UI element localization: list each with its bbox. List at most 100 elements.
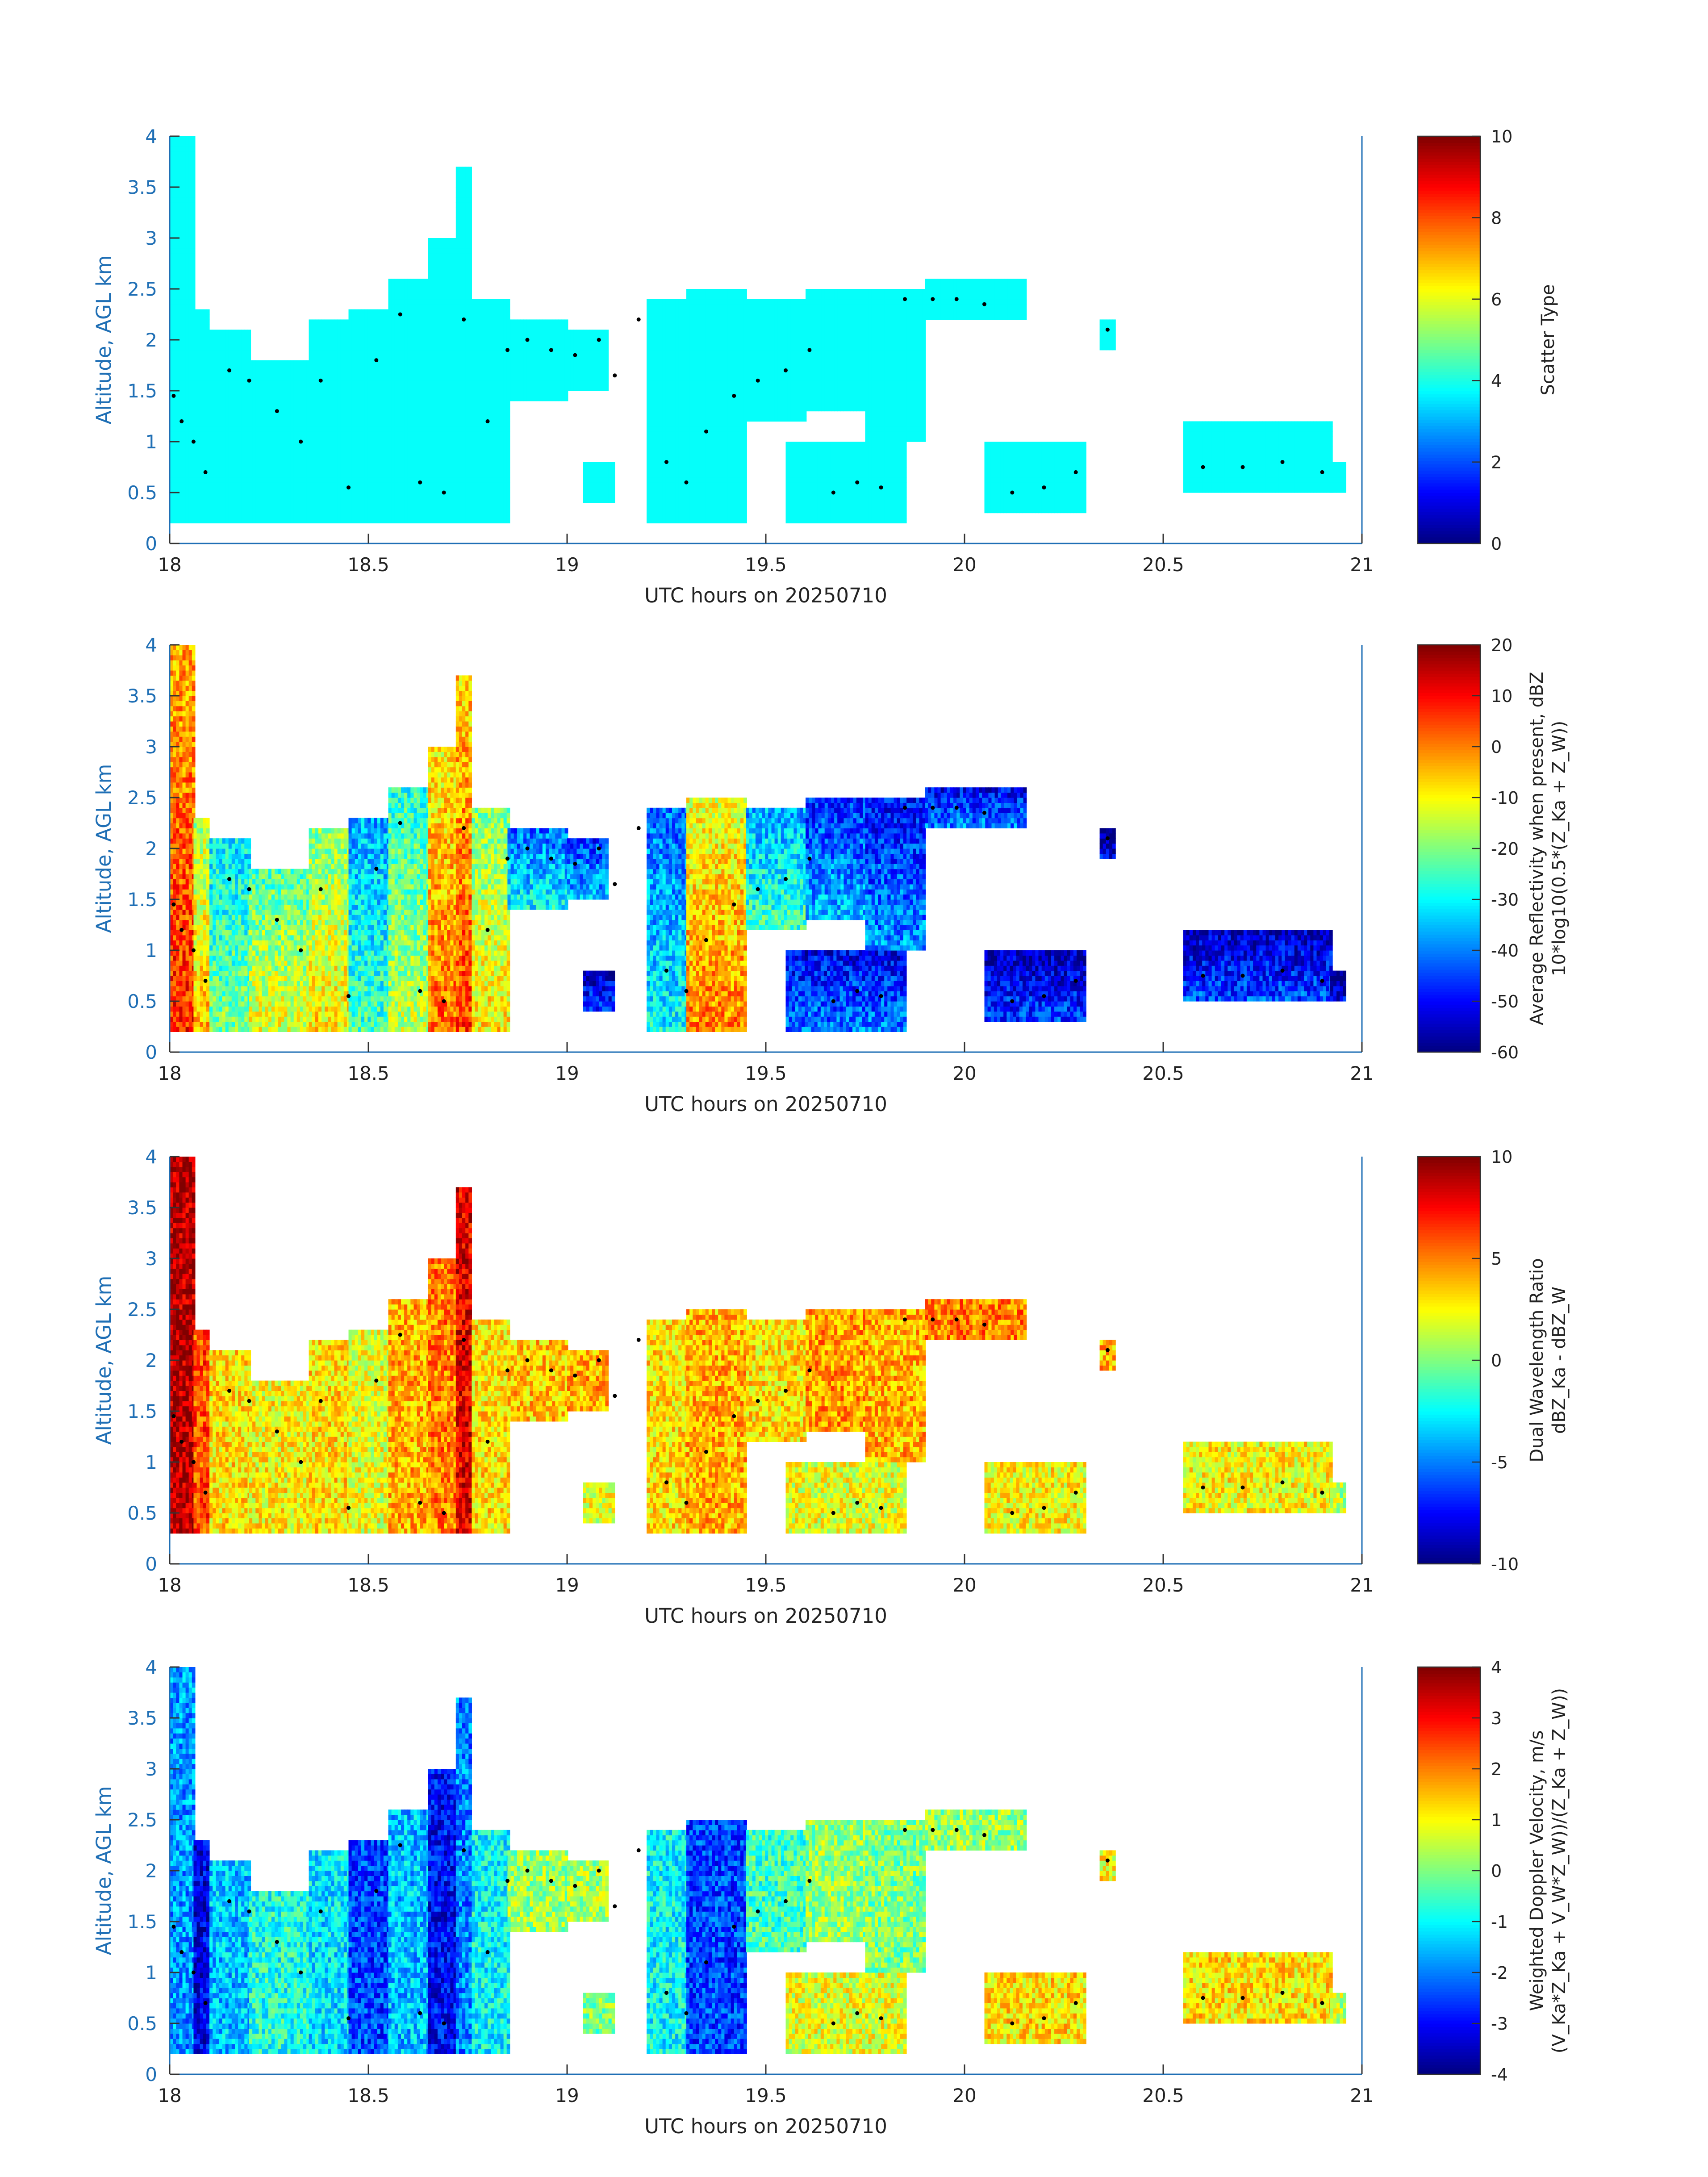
heatmap-cell	[259, 365, 263, 371]
heatmap-cell	[364, 391, 368, 396]
heatmap-cell	[500, 345, 504, 351]
heatmap-cell	[173, 467, 176, 472]
heatmap-cell	[364, 497, 368, 503]
heatmap-cell	[371, 416, 374, 422]
heatmap-cell	[271, 421, 275, 427]
heatmap-cell	[377, 309, 381, 315]
heatmap-cell	[358, 401, 362, 406]
heatmap-cell	[494, 457, 497, 463]
heatmap-cell	[484, 477, 488, 483]
heatmap-cell	[259, 370, 263, 376]
heatmap-cell	[397, 508, 401, 514]
heatmap-cell	[351, 416, 355, 422]
heatmap-cell	[200, 472, 204, 478]
heatmap-cell	[179, 482, 183, 488]
heatmap-cell	[170, 202, 173, 208]
heatmap-cell	[364, 334, 368, 340]
heatmap-cell	[355, 330, 359, 335]
heatmap-cell	[268, 416, 272, 422]
heatmap-cell	[428, 406, 432, 412]
heatmap-cell	[203, 513, 207, 518]
heatmap-cell	[367, 380, 371, 386]
heatmap-cell	[213, 472, 216, 478]
heatmap-cell	[491, 426, 494, 432]
heatmap-cell	[413, 426, 418, 432]
heatmap-cell	[407, 482, 411, 488]
heatmap-cell	[351, 447, 355, 452]
heatmap-cell	[380, 319, 384, 325]
heatmap-cell	[475, 457, 479, 463]
heatmap-cell	[481, 493, 485, 498]
heatmap-cell	[328, 380, 331, 386]
heatmap-cell	[303, 375, 307, 381]
heatmap-cell	[488, 391, 491, 396]
heatmap-cell	[173, 156, 176, 162]
heatmap-cell	[241, 360, 245, 366]
heatmap-cell	[431, 319, 435, 325]
heatmap-cell	[404, 401, 408, 406]
heatmap-cell	[491, 324, 494, 330]
heatmap-cell	[192, 217, 196, 223]
heatmap-cell	[364, 345, 368, 351]
heatmap-cell	[465, 426, 469, 432]
heatmap-cell	[173, 345, 176, 351]
heatmap-cell	[397, 330, 401, 335]
heatmap-cell	[503, 457, 507, 463]
heatmap-cell	[244, 375, 248, 381]
heatmap-cell	[351, 345, 355, 351]
heatmap-cell	[455, 324, 459, 330]
heatmap-cell	[206, 319, 210, 325]
heatmap-cell	[262, 416, 266, 422]
heatmap-cell	[306, 467, 310, 472]
heatmap-cell	[380, 411, 384, 417]
heatmap-cell	[334, 447, 338, 452]
heatmap-cell	[472, 436, 476, 442]
heatmap-cell	[388, 309, 392, 315]
heatmap-cell	[397, 513, 401, 518]
heatmap-cell	[176, 391, 180, 396]
heatmap-cell	[225, 436, 229, 442]
heatmap-cell	[394, 493, 398, 498]
heatmap-cell	[478, 355, 482, 361]
heatmap-cell	[216, 518, 219, 523]
heatmap-cell	[459, 217, 463, 223]
heatmap-cell	[380, 416, 384, 422]
heatmap-cell	[179, 396, 183, 401]
heatmap-cell	[351, 334, 355, 340]
heatmap-cell	[462, 442, 466, 447]
heatmap-cell	[170, 477, 173, 483]
heatmap-cell	[374, 497, 378, 503]
heatmap-cell	[401, 436, 405, 442]
heatmap-cell	[455, 497, 459, 503]
heatmap-cell	[225, 401, 229, 406]
heatmap-cell	[275, 431, 278, 437]
heatmap-cell	[278, 370, 281, 376]
heatmap-cell	[441, 284, 444, 289]
heatmap-cell	[284, 365, 288, 371]
heatmap-cell	[315, 396, 319, 401]
heatmap-cell	[293, 421, 297, 427]
heatmap-cell	[296, 436, 301, 442]
heatmap-cell	[188, 345, 192, 351]
heatmap-cell	[465, 380, 469, 386]
heatmap-cell	[453, 375, 457, 381]
heatmap-cell	[374, 502, 378, 508]
heatmap-cell	[410, 442, 414, 447]
heatmap-cell	[228, 375, 232, 381]
heatmap-cell	[437, 447, 441, 452]
heatmap-cell	[484, 391, 488, 396]
heatmap-cell	[455, 345, 459, 351]
heatmap-cell	[318, 493, 322, 498]
heatmap-cell	[475, 411, 479, 417]
heatmap-cell	[225, 457, 229, 463]
heatmap-cell	[468, 462, 472, 468]
heatmap-cell	[472, 370, 476, 376]
heatmap-cell	[193, 391, 197, 396]
heatmap-cell	[459, 493, 463, 498]
heatmap-cell	[252, 401, 256, 406]
heatmap-cell	[450, 406, 454, 412]
heatmap-cell	[478, 497, 482, 503]
heatmap-cell	[287, 416, 291, 422]
heatmap-cell	[325, 330, 328, 335]
heatmap-cell	[192, 294, 196, 300]
